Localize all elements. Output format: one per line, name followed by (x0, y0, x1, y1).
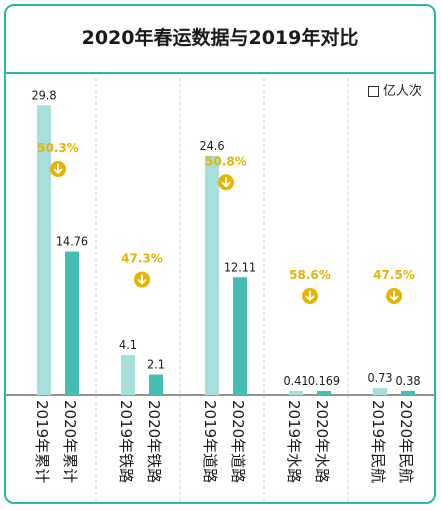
bar (373, 387, 387, 395)
bar-chart: 29.8 2019年累计 14.76 2020年累计 50.3% 4.1 2019年铁路 2.… (6, 78, 434, 502)
category-label: 2020年累计 (61, 400, 79, 483)
bar (65, 251, 79, 395)
chart-frame: 2020年春运数据与2019年对比 亿人次 29.8 2019年累计 14.76 20… (4, 4, 436, 504)
data-label: 12.11 (224, 259, 256, 274)
title-divider (6, 72, 434, 74)
bar (289, 391, 303, 395)
percentage-label: 47.5% (373, 268, 415, 282)
down-arrow-icon (386, 288, 402, 304)
data-label: 4.1 (119, 337, 137, 352)
down-arrow-icon (302, 288, 318, 304)
down-arrow-icon (134, 271, 150, 288)
down-arrow-icon (50, 161, 66, 177)
data-label: 0.38 (395, 373, 420, 388)
chart-title: 2020年春运数据与2019年对比 (81, 27, 359, 49)
down-arrow-icon-glyph (389, 290, 399, 301)
data-label: 0.73 (367, 370, 392, 385)
category-label: 2019年民航 (369, 400, 387, 483)
bar (317, 391, 331, 395)
bar (149, 374, 163, 395)
percentage-label: 50.3% (37, 141, 79, 155)
percentage-label: 58.6% (289, 268, 331, 282)
category-label: 2020年水路 (313, 400, 331, 483)
bar (233, 277, 247, 395)
data-label: 2.1 (147, 357, 165, 372)
down-arrow-icon-glyph (137, 274, 147, 285)
category-label: 2019年水路 (285, 400, 303, 483)
bar (401, 391, 415, 395)
bar (205, 155, 219, 395)
data-label: 29.8 (31, 87, 56, 102)
legend-swatch (367, 86, 379, 97)
data-label: 24.6 (199, 138, 224, 153)
percentage-label: 50.8% (205, 154, 247, 168)
category-label: 2019年累计 (33, 400, 51, 483)
bar (121, 355, 135, 395)
down-arrow-icon (218, 174, 234, 191)
down-arrow-icon-glyph (221, 176, 231, 188)
bar (37, 105, 51, 396)
down-arrow-icon-glyph (305, 290, 315, 301)
category-label: 2019年铁路 (117, 400, 135, 483)
down-arrow-icon-glyph (53, 163, 63, 174)
data-label: 0.169 (308, 373, 340, 388)
percentage-label: 47.3% (121, 252, 163, 266)
unit-legend: 亿人次 (367, 80, 422, 99)
data-label: 14.76 (56, 234, 88, 249)
unit-legend-label: 亿人次 (382, 84, 422, 99)
category-label: 2020年民航 (397, 400, 415, 483)
data-label: 0.41 (283, 373, 308, 388)
category-label: 2019年道路 (201, 400, 219, 483)
category-label: 2020年道路 (229, 400, 247, 483)
category-label: 2020年铁路 (145, 400, 163, 483)
